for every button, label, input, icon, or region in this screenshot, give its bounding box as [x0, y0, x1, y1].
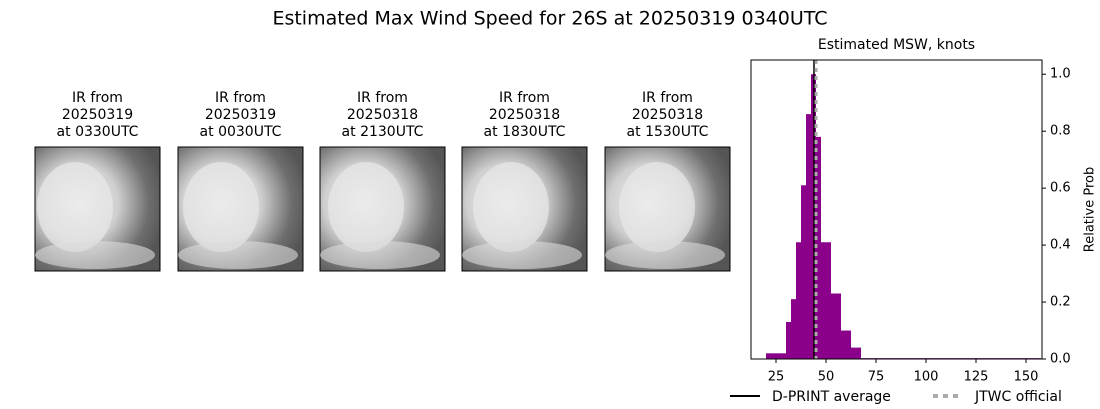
- panel-title: 20250319: [205, 107, 276, 123]
- y-tick-label: 0.8: [1050, 124, 1071, 139]
- bar: [796, 242, 801, 359]
- x-tick-label: 100: [914, 370, 939, 385]
- x-tick-label: 75: [868, 370, 885, 385]
- bar: [806, 114, 811, 359]
- ir-cloud: [462, 241, 582, 269]
- y-tick-label: 0.0: [1050, 352, 1071, 367]
- bar: [821, 242, 826, 359]
- y-tick-label: 0.6: [1050, 181, 1071, 196]
- ir-cloud: [35, 241, 155, 269]
- bar: [851, 347, 856, 359]
- ir-cloud: [605, 241, 725, 269]
- panel-title: 20250318: [489, 107, 560, 123]
- y-tick-label: 1.0: [1050, 67, 1071, 82]
- ir-cloud: [619, 162, 695, 252]
- panel-title: at 0330UTC: [57, 124, 139, 140]
- panel-title: IR from: [642, 90, 693, 106]
- bar: [771, 353, 776, 359]
- bar: [801, 185, 806, 359]
- panel-title: 20250318: [632, 107, 703, 123]
- bar: [836, 293, 841, 359]
- ir-cloud: [178, 241, 298, 269]
- panel-title: 20250319: [62, 107, 133, 123]
- bar: [781, 353, 786, 359]
- chart-title: Estimated MSW, knots: [818, 37, 975, 53]
- y-axis-label: Relative Prob: [1083, 167, 1098, 252]
- legend-label: D-PRINT average: [772, 389, 891, 405]
- x-tick-label: 25: [768, 370, 785, 385]
- x-tick-label: 125: [964, 370, 989, 385]
- bar: [841, 330, 846, 359]
- bar: [826, 242, 831, 359]
- x-tick-label: 50: [818, 370, 835, 385]
- bar: [831, 293, 836, 359]
- panel-title: 20250318: [347, 107, 418, 123]
- bar: [791, 299, 796, 359]
- panel-title: at 2130UTC: [342, 124, 424, 140]
- figure-title: Estimated Max Wind Speed for 26S at 2025…: [272, 8, 827, 30]
- ir-cloud: [328, 162, 404, 252]
- y-tick-label: 0.4: [1050, 238, 1071, 253]
- panel-title: IR from: [72, 90, 123, 106]
- ir-cloud: [37, 162, 113, 252]
- bar: [776, 353, 781, 359]
- panel-title: at 0030UTC: [200, 124, 282, 140]
- ir-cloud: [473, 162, 549, 252]
- legend-label: JTWC official: [974, 389, 1062, 405]
- bar: [846, 330, 851, 359]
- panel-title: IR from: [499, 90, 550, 106]
- panel-title: IR from: [357, 90, 408, 106]
- bar: [766, 353, 771, 359]
- x-tick-label: 150: [1014, 370, 1039, 385]
- panel-title: at 1830UTC: [484, 124, 566, 140]
- panel-title: IR from: [215, 90, 266, 106]
- panel-title: at 1530UTC: [627, 124, 709, 140]
- ir-cloud: [183, 162, 259, 252]
- bar: [786, 321, 791, 359]
- y-tick-label: 0.2: [1050, 295, 1071, 310]
- plot-frame: [750, 59, 1043, 360]
- bar: [856, 347, 861, 359]
- ir-cloud: [320, 241, 440, 269]
- bar: [816, 136, 821, 359]
